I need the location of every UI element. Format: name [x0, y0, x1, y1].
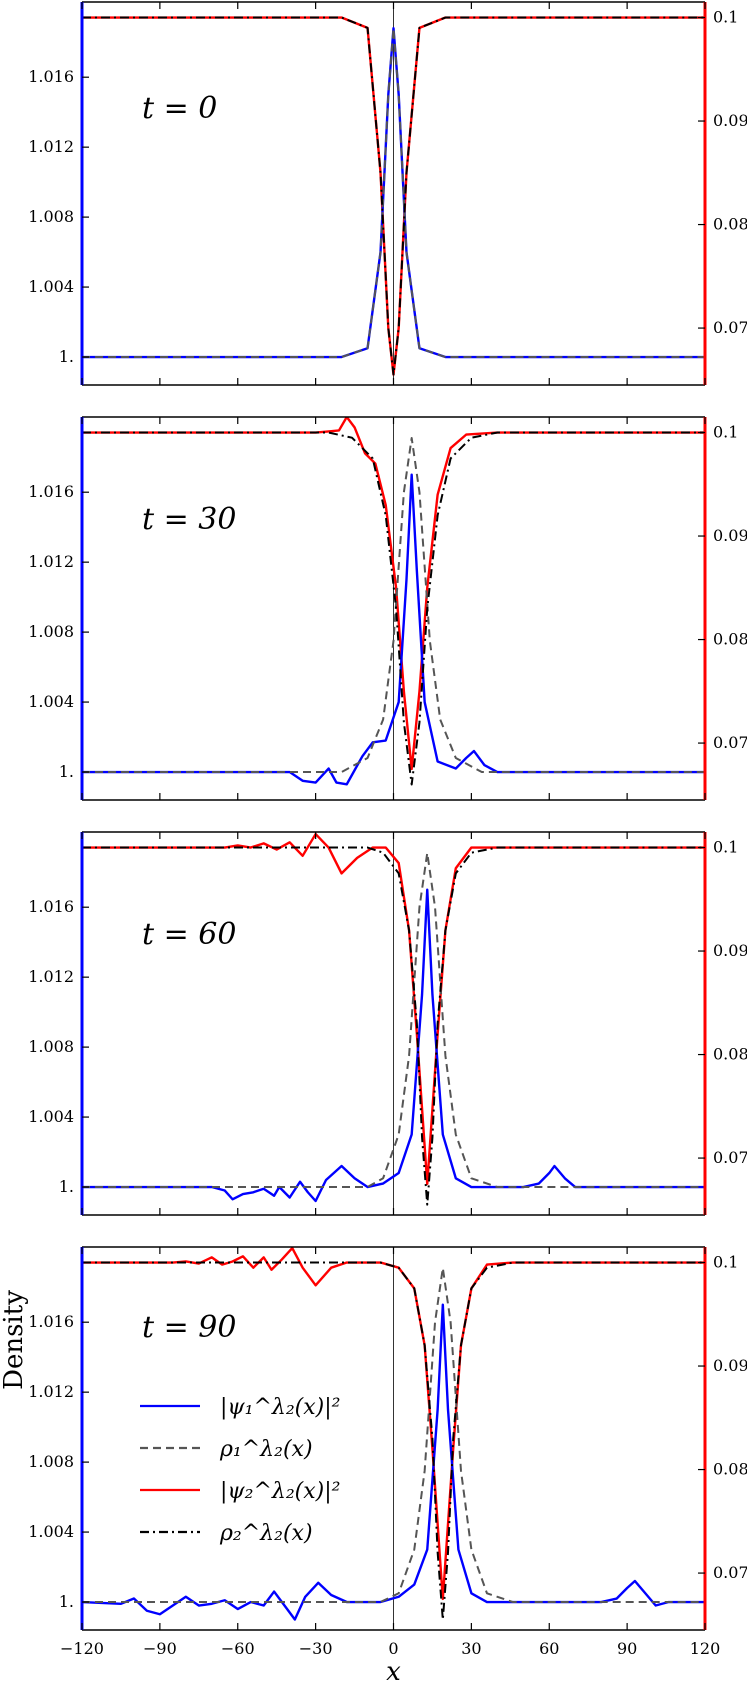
right-tick-label: 0.1 [713, 1253, 738, 1272]
series-line-rho1 [82, 1266, 705, 1604]
series-group [82, 1247, 705, 1621]
right-tick-label: 0.1 [713, 423, 738, 442]
right-tick-label: 0.1 [713, 8, 738, 27]
right-tick-label: 0.09 [713, 1356, 747, 1375]
series-line-psi1-sq [82, 473, 705, 786]
x-tick-label: −60 [221, 1639, 255, 1658]
series-line-psi1-sq [82, 1303, 705, 1621]
left-tick-label: 1. [59, 1177, 74, 1196]
right-tick-label: 0.08 [713, 215, 747, 234]
left-tick-label: 1.004 [28, 1522, 74, 1541]
series-line-rho1 [82, 27, 705, 359]
series-group [82, 417, 705, 786]
series-group [82, 832, 705, 1206]
x-tick-label: 90 [617, 1639, 637, 1658]
panel-time-label: t = 30 [142, 502, 236, 537]
series-line-rho2 [82, 431, 705, 786]
right-tick-label: 0.09 [713, 941, 747, 960]
x-tick-label: 60 [539, 1639, 559, 1658]
left-tick-label: 1.008 [28, 1452, 74, 1471]
right-tick-label: 0.07 [713, 1148, 747, 1167]
panel-t90: 1. 1.004 1.008 1.012 1.016 0.07 0.08 0.09 0.1 −12… [28, 1246, 747, 1658]
legend-label: ρ₂^λ₂(x) [219, 1521, 313, 1546]
series-line-rho2 [82, 16, 705, 376]
left-tick-label: 1.012 [28, 137, 74, 156]
left-tick-label: 1. [59, 347, 74, 366]
left-tick-label: 1.016 [28, 1312, 74, 1331]
left-tick-label: 1.012 [28, 1382, 74, 1401]
legend-label: ρ₁^λ₂(x) [219, 1437, 313, 1462]
panel-t0: 1. 1.004 1.008 1.012 1.016 0.07 0.08 0.09 0.1 t =… [28, 1, 747, 386]
left-tick-label: 1.008 [28, 1037, 74, 1056]
left-tick-label: 1.016 [28, 897, 74, 916]
series-line-rho2 [82, 1261, 705, 1621]
legend: |ψ₁^λ₂(x)|² ρ₁^λ₂(x) |ψ₂^λ₂(x)|² ρ₂^λ₂(x) [140, 1395, 340, 1546]
x-tick-label: 30 [461, 1639, 481, 1658]
left-tick-label: 1.016 [28, 482, 74, 501]
x-tick-label: 120 [690, 1639, 721, 1658]
x-tick-label: −30 [299, 1639, 333, 1658]
left-tick-label: 1.004 [28, 277, 74, 296]
x-tick-label: 0 [388, 1639, 398, 1658]
y-axis-title: Density [0, 1290, 29, 1390]
right-tick-label: 0.07 [713, 318, 747, 337]
series-group [82, 16, 705, 376]
legend-label: |ψ₁^λ₂(x)|² [220, 1395, 340, 1420]
left-tick-label: 1.016 [28, 67, 74, 86]
left-tick-label: 1.004 [28, 692, 74, 711]
left-tick-label: 1. [59, 762, 74, 781]
right-tick-label: 0.08 [713, 1045, 747, 1064]
right-tick-label: 0.09 [713, 111, 747, 130]
right-tick-label: 0.07 [713, 733, 747, 752]
series-line-rho1 [82, 851, 705, 1189]
left-tick-label: 1.004 [28, 1107, 74, 1126]
panel-time-label: t = 0 [142, 91, 217, 126]
left-tick-label: 1.012 [28, 967, 74, 986]
panel-time-label: t = 90 [142, 1310, 236, 1345]
series-line-psi1-sq [82, 888, 705, 1203]
left-tick-label: 1.008 [28, 207, 74, 226]
panel-t60: 1. 1.004 1.008 1.012 1.016 0.07 0.08 0.09 0.1 t =… [28, 831, 747, 1216]
panel-t30: 1. 1.004 1.008 1.012 1.016 0.07 0.08 0.09 0.1 t =… [28, 416, 747, 801]
x-tick-label: −90 [143, 1639, 177, 1658]
right-tick-label: 0.08 [713, 630, 747, 649]
series-line-psi2-sq [82, 417, 705, 771]
series-line-psi2-sq [82, 832, 705, 1186]
right-tick-label: 0.07 [713, 1563, 747, 1582]
panel-time-label: t = 60 [142, 917, 236, 952]
left-tick-label: 1.008 [28, 622, 74, 641]
x-axis-title: x [386, 1657, 401, 1687]
right-tick-label: 0.09 [713, 526, 747, 545]
x-tick-label: −120 [60, 1639, 104, 1658]
series-line-rho1 [82, 436, 705, 774]
left-tick-label: 1. [59, 1592, 74, 1611]
left-tick-label: 1.012 [28, 552, 74, 571]
right-tick-label: 0.08 [713, 1460, 747, 1479]
legend-label: |ψ₂^λ₂(x)|² [220, 1479, 340, 1504]
right-tick-label: 0.1 [713, 838, 738, 857]
series-line-rho2 [82, 846, 705, 1206]
